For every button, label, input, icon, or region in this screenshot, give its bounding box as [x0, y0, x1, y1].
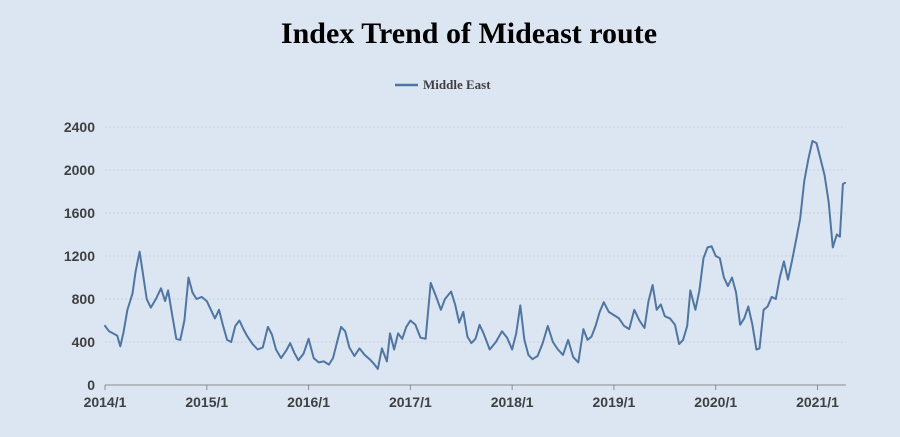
x-tick-label: 2016/1 — [287, 394, 330, 410]
x-tick-label: 2018/1 — [491, 394, 534, 410]
y-tick-label: 1600 — [64, 205, 95, 221]
y-tick-label: 1200 — [64, 248, 95, 264]
y-axis: 0 400 800 1200 1600 2000 2400 — [64, 119, 95, 393]
legend-label-middle-east: Middle East — [423, 77, 491, 92]
y-tick-label: 0 — [87, 377, 95, 393]
x-tick-label: 2015/1 — [185, 394, 228, 410]
gridlines — [105, 126, 846, 343]
x-tick-label: 2017/1 — [389, 394, 432, 410]
y-tick-label: 2400 — [64, 119, 95, 135]
x-tick-label: 2019/1 — [593, 394, 636, 410]
legend: Middle East — [395, 77, 491, 92]
x-tick-label: 2021/1 — [796, 394, 839, 410]
x-tick-label: 2014/1 — [84, 394, 127, 410]
series-group — [104, 140, 846, 370]
y-tick-label: 400 — [72, 334, 96, 350]
x-tick-label: 2020/1 — [694, 394, 737, 410]
chart-title: Index Trend of Mideast route — [281, 17, 657, 50]
y-tick-label: 2000 — [64, 162, 95, 178]
series-line-middle-east — [104, 140, 846, 370]
x-axis: 2014/1 2015/1 2016/1 2017/1 2018/1 2019/1 2020… — [84, 384, 846, 410]
y-tick-label: 800 — [72, 291, 96, 307]
